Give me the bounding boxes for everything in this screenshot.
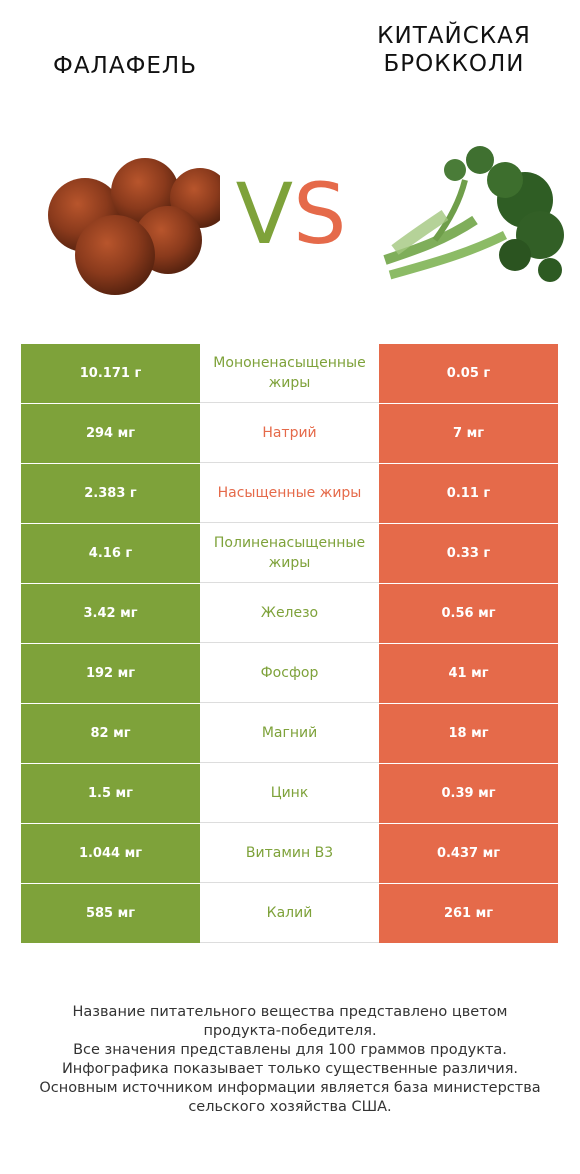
vs-v: V xyxy=(235,165,294,263)
falafel-image xyxy=(48,158,220,295)
footer-line: продукта-победителя. xyxy=(203,1023,377,1039)
table-row: 585 мг Калий 261 мг xyxy=(21,884,558,944)
left-value: 585 мг xyxy=(21,884,200,943)
right-value: 0.437 мг xyxy=(379,824,558,883)
left-value: 3.42 мг xyxy=(21,584,200,643)
table-row: 2.383 г Насыщенные жиры 0.11 г xyxy=(21,464,558,524)
left-product-title: ФАЛАФЕЛЬ xyxy=(53,53,197,79)
table-row: 1.5 мг Цинк 0.39 мг xyxy=(21,764,558,824)
nutrient-name: Насыщенные жиры xyxy=(200,464,379,523)
broccoli-image xyxy=(383,146,564,282)
right-value: 261 мг xyxy=(379,884,558,943)
footer-notes: Название питательного вещества представл… xyxy=(30,1003,550,1117)
footer-line: сельского хозяйства США. xyxy=(188,1099,392,1115)
nutrient-name: Полиненасыщенные жиры xyxy=(200,524,379,583)
table-row: 82 мг Магний 18 мг xyxy=(21,704,558,764)
right-value: 7 мг xyxy=(379,404,558,463)
table-row: 4.16 г Полиненасыщенные жиры 0.33 г xyxy=(21,524,558,584)
nutrient-name: Натрий xyxy=(200,404,379,463)
table-row: 1.044 мг Витамин B3 0.437 мг xyxy=(21,824,558,884)
nutrient-table: 10.171 г Мононенасыщенные жиры 0.05 г 29… xyxy=(21,344,558,944)
nutrient-name: Железо xyxy=(200,584,379,643)
left-value: 1.044 мг xyxy=(21,824,200,883)
right-title-line1: КИТАЙСКАЯ xyxy=(377,23,531,49)
right-value: 0.39 мг xyxy=(379,764,558,823)
table-row: 3.42 мг Железо 0.56 мг xyxy=(21,584,558,644)
left-value: 4.16 г xyxy=(21,524,200,583)
nutrient-name: Мононенасыщенные жиры xyxy=(200,344,379,403)
right-title-line2: БРОККОЛИ xyxy=(383,51,525,77)
right-product-title: КИТАЙСКАЯ БРОККОЛИ xyxy=(354,22,554,78)
left-value: 2.383 г xyxy=(21,464,200,523)
nutrient-name: Магний xyxy=(200,704,379,763)
nutrient-name: Витамин B3 xyxy=(200,824,379,883)
vs-label: VS xyxy=(226,164,356,264)
right-value: 0.05 г xyxy=(379,344,558,403)
table-row: 294 мг Натрий 7 мг xyxy=(21,404,558,464)
right-value: 0.56 мг xyxy=(379,584,558,643)
right-value: 0.33 г xyxy=(379,524,558,583)
table-row: 10.171 г Мононенасыщенные жиры 0.05 г xyxy=(21,344,558,404)
left-value: 192 мг xyxy=(21,644,200,703)
right-value: 41 мг xyxy=(379,644,558,703)
left-value: 82 мг xyxy=(21,704,200,763)
right-value: 0.11 г xyxy=(379,464,558,523)
footer-line: Инфографика показывает только существенн… xyxy=(61,1061,519,1077)
left-value: 10.171 г xyxy=(21,344,200,403)
table-row: 192 мг Фосфор 41 мг xyxy=(21,644,558,704)
left-value: 294 мг xyxy=(21,404,200,463)
nutrient-name: Калий xyxy=(200,884,379,943)
right-value: 18 мг xyxy=(379,704,558,763)
left-value: 1.5 мг xyxy=(21,764,200,823)
nutrient-name: Фосфор xyxy=(200,644,379,703)
footer-line: Название питательного вещества представл… xyxy=(72,1004,508,1020)
nutrient-name: Цинк xyxy=(200,764,379,823)
footer-line: Основным источником информации является … xyxy=(39,1080,541,1096)
footer-line: Все значения представлены для 100 граммо… xyxy=(73,1042,507,1058)
vs-s: S xyxy=(293,165,347,263)
